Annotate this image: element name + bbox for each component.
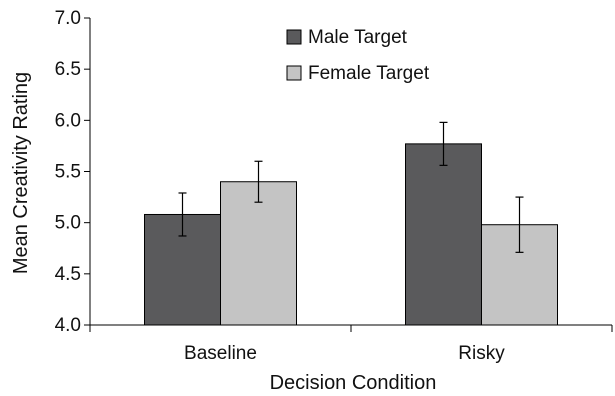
y-tick-label: 6.0 [55, 110, 81, 131]
y-tick-label: 7.0 [55, 8, 81, 29]
y-tick-label: 6.5 [55, 59, 81, 80]
x-axis-title: Decision Condition [270, 372, 437, 394]
y-tick-label: 4.5 [55, 264, 81, 285]
legend-swatch [286, 65, 302, 81]
y-axis-title: Mean Creativity Rating [10, 72, 32, 274]
y-axis: 4.0 4.5 5.0 5.5 6.0 6.5 7.0 [55, 8, 91, 336]
error-bars [178, 121, 524, 253]
y-tick-label: 4.0 [55, 315, 81, 336]
x-axis: Baseline Risky [89, 324, 613, 364]
legend-swatch [286, 29, 302, 45]
y-tick-label: 5.0 [55, 213, 81, 234]
legend: Male Target Female Target [286, 27, 430, 84]
x-tick-label: Baseline [184, 343, 257, 364]
legend-label: Female Target [308, 63, 430, 84]
y-tick-label: 5.5 [55, 162, 81, 183]
legend-label: Male Target [308, 27, 408, 48]
bar-male-target-risky [405, 143, 482, 326]
bar-female-target-baseline [220, 181, 297, 326]
x-tick-label: Risky [458, 343, 505, 364]
bars [144, 143, 558, 326]
